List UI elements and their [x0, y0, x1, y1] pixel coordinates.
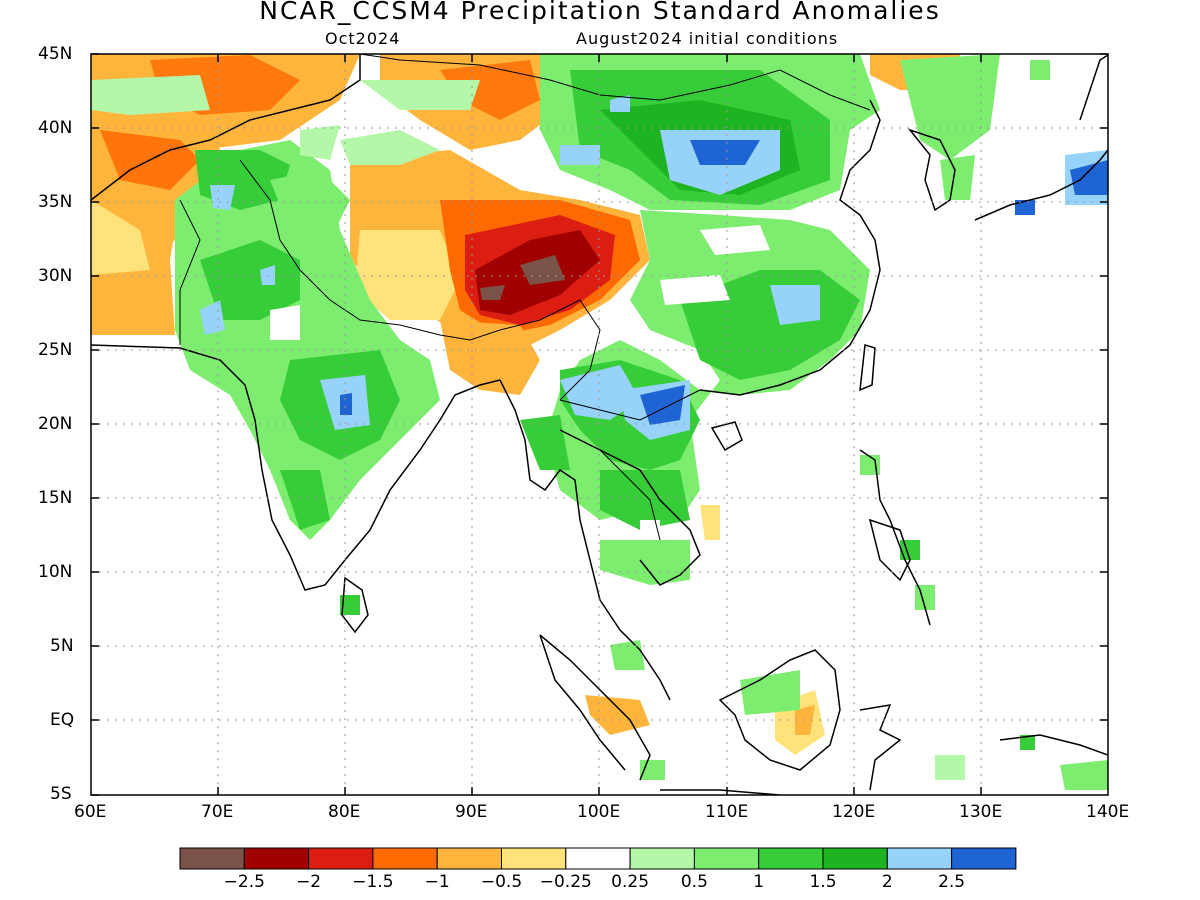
lat-label: 20N	[38, 414, 73, 434]
valid-month-label: Oct2024	[325, 29, 401, 48]
colorbar-label: −1	[424, 872, 450, 892]
colorbar-label: −2.5	[223, 872, 265, 892]
lat-label: 40N	[38, 118, 73, 138]
colorbar-swatch	[179, 847, 245, 870]
colorbar-swatch	[243, 847, 310, 870]
lat-label: 25N	[38, 340, 73, 360]
colorbar-swatch	[886, 847, 953, 870]
lat-label: 45N	[38, 44, 73, 64]
colorbar-label: 0.5	[680, 872, 708, 892]
lat-label: 35N	[38, 192, 73, 212]
lon-label: 70E	[201, 802, 234, 822]
lon-label: 100E	[577, 802, 621, 822]
anomaly-shading	[91, 54, 1108, 790]
colorbar-swatch	[951, 847, 1017, 870]
colorbar-swatch	[758, 847, 824, 870]
colorbar-label: 2	[881, 872, 893, 892]
lat-label: 15N	[38, 488, 73, 508]
lat-label: 5S	[50, 784, 72, 804]
gridlines	[91, 54, 1108, 795]
map-title: NCAR_CCSM4 Precipitation Standard Anomal…	[259, 0, 941, 25]
colorbar-swatch	[501, 847, 567, 870]
colorbar-label: 1.5	[809, 872, 837, 892]
lat-label: 30N	[38, 266, 73, 286]
colorbar-swatch	[822, 847, 888, 870]
lon-label: 130E	[959, 802, 1003, 822]
initial-conditions-label: August2024 initial conditions	[576, 29, 839, 48]
colorbar-label: −0.25	[539, 872, 592, 892]
colorbar-label: 0.25	[611, 872, 650, 892]
axis-ticks	[91, 53, 1108, 796]
lat-label: EQ	[50, 710, 75, 730]
colorbar-swatch	[372, 847, 438, 870]
lon-label: 140E	[1086, 802, 1130, 822]
colorbar-label: 2.5	[938, 872, 966, 892]
lat-label: 5N	[50, 636, 74, 656]
colorbar	[179, 847, 1017, 870]
colorbar-swatch	[693, 847, 760, 870]
colorbar-label: −0.5	[480, 872, 523, 892]
colorbar-swatch	[565, 847, 631, 870]
lat-label: 10N	[38, 562, 73, 582]
lon-label: 120E	[832, 802, 876, 822]
colorbar-swatch	[629, 847, 695, 870]
colorbar-label: 1	[753, 872, 765, 892]
colorbar-swatch	[436, 847, 503, 870]
coastlines	[91, 54, 1108, 795]
lon-label: 110E	[705, 802, 749, 822]
lon-label: 90E	[455, 802, 488, 822]
colorbar-label: −2	[296, 872, 322, 892]
colorbar-label: −1.5	[352, 872, 394, 892]
lon-label: 60E	[74, 802, 107, 822]
colorbar-swatch	[308, 847, 374, 870]
lon-label: 80E	[328, 802, 361, 822]
